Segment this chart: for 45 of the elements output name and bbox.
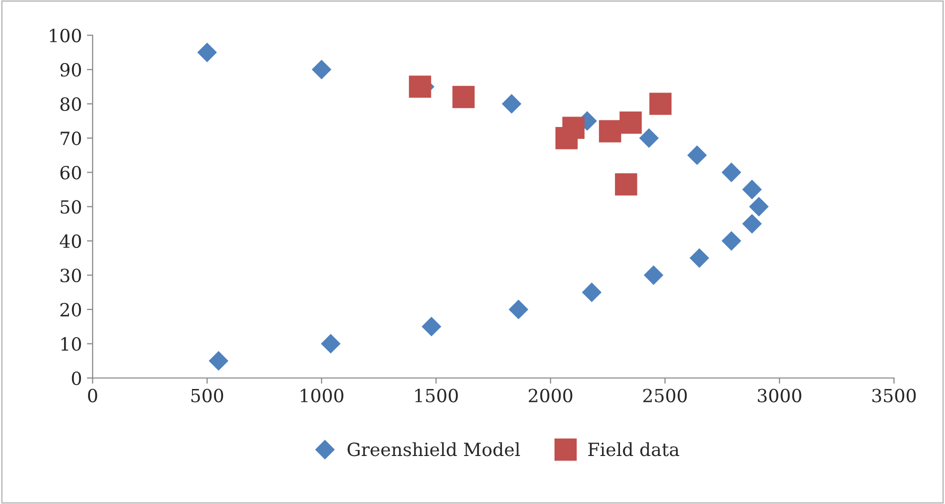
y-tick-label: 30 (60, 268, 81, 282)
point (620, 112, 642, 134)
point (722, 162, 741, 182)
point (209, 351, 228, 370)
point (422, 317, 442, 336)
point (562, 116, 585, 139)
point (598, 120, 622, 142)
point (742, 180, 762, 200)
y-tick-label: 60 (60, 166, 81, 180)
y-tick-label: 50 (60, 200, 81, 214)
point (502, 94, 522, 114)
y-tick-label: 0 (72, 371, 81, 386)
y-tick-label: 70 (60, 132, 81, 146)
point (690, 248, 709, 268)
legend-label: Greenshield Model (348, 442, 520, 456)
point (639, 128, 659, 148)
x-tick-label: 0 (88, 388, 98, 402)
point (742, 214, 762, 234)
y-tick-label: 80 (60, 97, 81, 111)
x-tick-label: 2000 (528, 388, 572, 402)
point (644, 266, 664, 285)
point (408, 76, 432, 98)
point (312, 60, 332, 80)
y-tick-label: 90 (60, 63, 81, 77)
x-tick-label: 1000 (300, 388, 344, 402)
x-tick-label: 500 (191, 388, 224, 402)
y-tick-label: 40 (60, 234, 81, 248)
point (198, 42, 217, 62)
x-tick-label: 3000 (758, 388, 802, 402)
x-tick-label: 2500 (643, 388, 687, 402)
y-tick-label: 100 (50, 28, 81, 42)
point (508, 300, 528, 319)
x-tick-label: 1500 (415, 388, 458, 402)
point (614, 173, 638, 196)
point (582, 282, 602, 302)
y-tick-label: 10 (61, 337, 81, 351)
point (649, 92, 672, 115)
point (722, 231, 741, 250)
point (321, 334, 340, 354)
y-tick-label: 20 (60, 302, 81, 317)
point (688, 146, 707, 165)
point (452, 86, 475, 108)
x-tick-label: 3500 (872, 388, 916, 402)
legend-label: Field data (588, 442, 680, 456)
point (749, 197, 768, 216)
